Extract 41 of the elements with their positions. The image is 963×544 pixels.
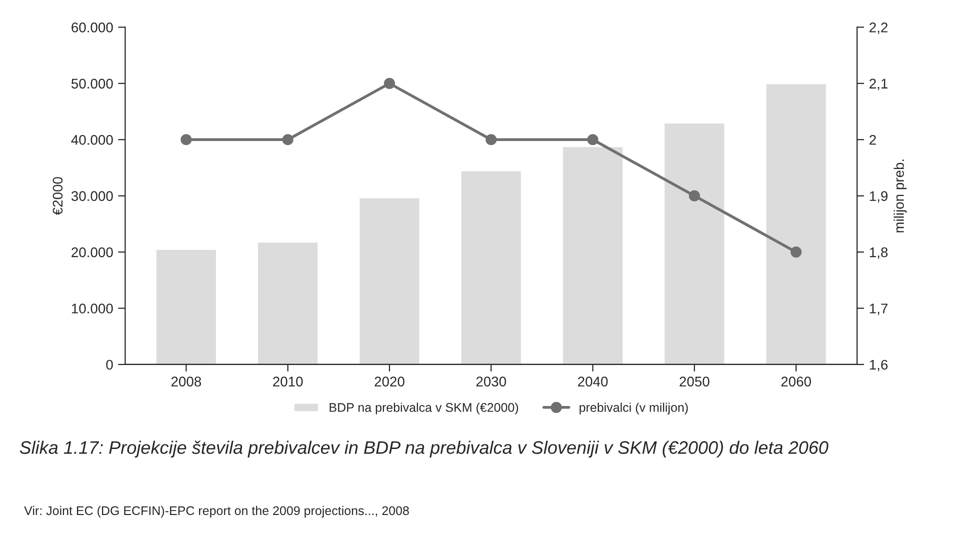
x-tick-label: 2010 [273, 376, 303, 386]
y2-tick-label: 1,8 [870, 247, 888, 259]
y2-tick-label: 2,2 [870, 22, 888, 34]
y-tick-label: 20.000 [72, 247, 113, 258]
point [790, 246, 802, 258]
point [486, 134, 497, 146]
bar [460, 170, 522, 364]
bar [562, 146, 624, 364]
bar [358, 196, 421, 364]
bar [663, 122, 726, 364]
y2-tick-label: 1,7 [870, 304, 888, 316]
y-tick-label: 40.000 [71, 134, 113, 145]
x-tick-label: 2030 [476, 376, 506, 386]
y2-axis-title: milijon preb. [894, 160, 907, 232]
point [282, 134, 294, 146]
bar [154, 248, 218, 364]
x-tick-label: 2020 [374, 376, 404, 386]
bar [256, 241, 320, 364]
legend-label: BDP na prebivalca v SKM (€2000) [330, 402, 518, 414]
x-tick-label: 2060 [781, 376, 811, 386]
y2-tick-label: 1,6 [870, 360, 888, 372]
legend-label: prebivalci (v milijon) [580, 402, 688, 414]
text: Vir: Joint EC (DG ECFIN)-EPC report on the 2009 projections..., 2008 [24, 506, 409, 518]
point [688, 190, 700, 202]
point [587, 134, 598, 146]
y-tick-label: 10.000 [72, 304, 113, 314]
y2-tick-label: 2 [870, 134, 876, 145]
x-tick-label: 2008 [171, 376, 202, 386]
text: Slika 1.17: Projekcije števila prebivalcev in BDP na prebivalca v Sloveniji v SKM (€2000) do leta 2060 [20, 440, 828, 458]
y-tick-label: 50.000 [71, 78, 113, 89]
y-axis-title: €2000 [52, 177, 63, 216]
y-tick-label: 30.000 [71, 191, 113, 202]
point [180, 134, 192, 146]
y2-tick-label: 1,9 [870, 191, 888, 203]
y-tick-label: 0 [106, 360, 113, 370]
bar [764, 82, 828, 364]
y-tick-label: 60.000 [72, 22, 113, 32]
x-tick-label: 2040 [578, 376, 608, 386]
y2-tick-label: 2,1 [870, 78, 888, 90]
point [384, 78, 396, 89]
x-tick-label: 2050 [680, 376, 710, 386]
